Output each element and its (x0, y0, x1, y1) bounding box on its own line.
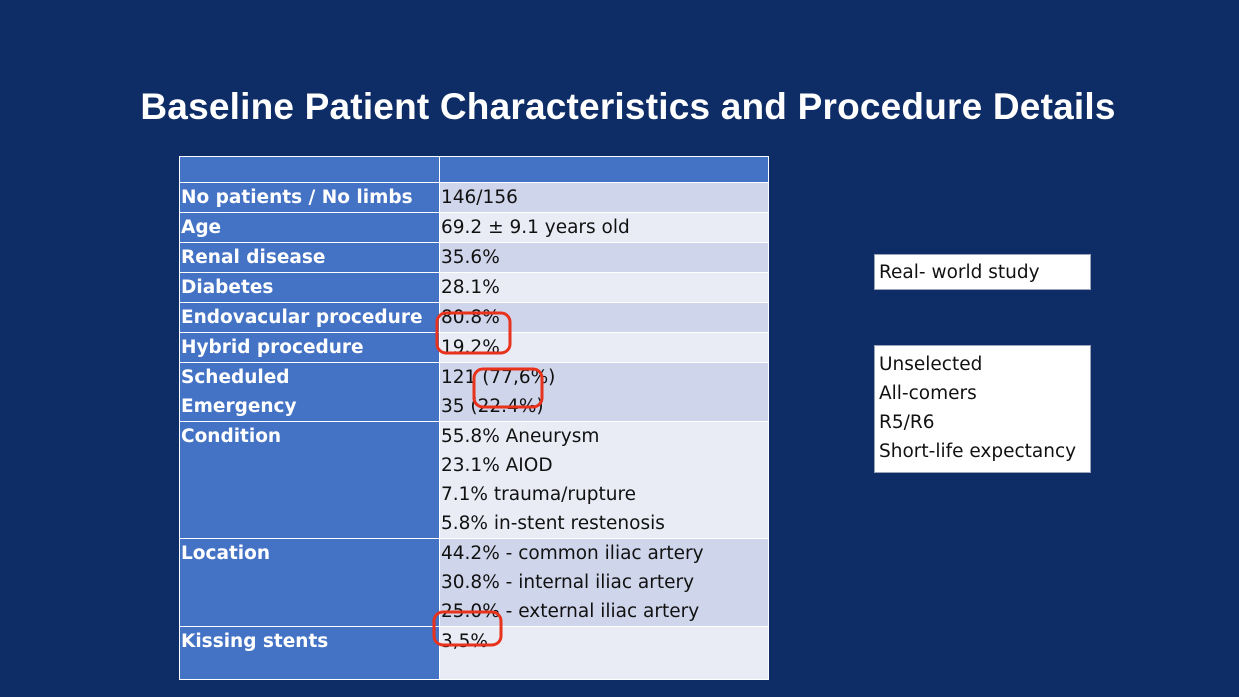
note-line: Unselected (879, 354, 983, 375)
patient-selection-note: Unselected All-comers R5/R6 Short-life e… (874, 345, 1091, 473)
row-label: Location (179, 538, 440, 627)
highlight-circle-procedure (435, 311, 512, 355)
row-value: 55.8% Aneurysm 23.1% AIOD 7.1% trauma/ru… (439, 421, 769, 539)
row-label: Renal disease (179, 242, 440, 273)
table-row: Condition 55.8% Aneurysm 23.1% AIOD 7.1%… (179, 421, 769, 539)
row-label: Condition (179, 421, 440, 539)
slide-title: Baseline Patient Characteristics and Pro… (140, 86, 1116, 127)
row-label: Scheduled Emergency (179, 362, 440, 422)
table-row: Scheduled Emergency 121 (77,6%) 35 (22.4… (179, 362, 769, 422)
real-world-study-note: Real- world study (874, 254, 1091, 290)
note-line: Short-life expectancy (879, 441, 1077, 462)
table-header-row (179, 156, 769, 183)
table-row: Location 44.2% - common iliac artery 30.… (179, 538, 769, 627)
row-label: Kissing stents (179, 626, 440, 680)
note-line: R5/R6 (879, 412, 935, 433)
row-label: Endovacular procedure (179, 302, 440, 333)
header-cell-value (439, 156, 769, 183)
row-value: 28.1% (439, 272, 769, 303)
table-row: Kissing stents 3,5% (179, 626, 769, 680)
table-row: Age 69.2 ± 9.1 years old (179, 212, 769, 243)
characteristics-table: No patients / No limbs 146/156 Age 69.2 … (179, 156, 769, 680)
row-value: 19.2% (439, 332, 769, 363)
row-label: Age (179, 212, 440, 243)
row-label: Hybrid procedure (179, 332, 440, 363)
table-row: Endovacular procedure 80.8% (179, 302, 769, 333)
row-label: Diabetes (179, 272, 440, 303)
table-row: Diabetes 28.1% (179, 272, 769, 303)
header-cell-label (179, 156, 440, 183)
highlight-circle-kissing-stents (432, 610, 503, 647)
table-row: Renal disease 35.6% (179, 242, 769, 273)
row-value: 69.2 ± 9.1 years old (439, 212, 769, 243)
highlight-circle-emergency (472, 367, 544, 409)
note-line: All-comers (879, 383, 977, 404)
row-value: 121 (77,6%) 35 (22.4%) (439, 362, 769, 422)
row-label: No patients / No limbs (179, 182, 440, 213)
table-row: Hybrid procedure 19.2% (179, 332, 769, 363)
row-value: 35.6% (439, 242, 769, 273)
row-value: 3,5% (439, 626, 769, 680)
row-value: 80.8% (439, 302, 769, 333)
